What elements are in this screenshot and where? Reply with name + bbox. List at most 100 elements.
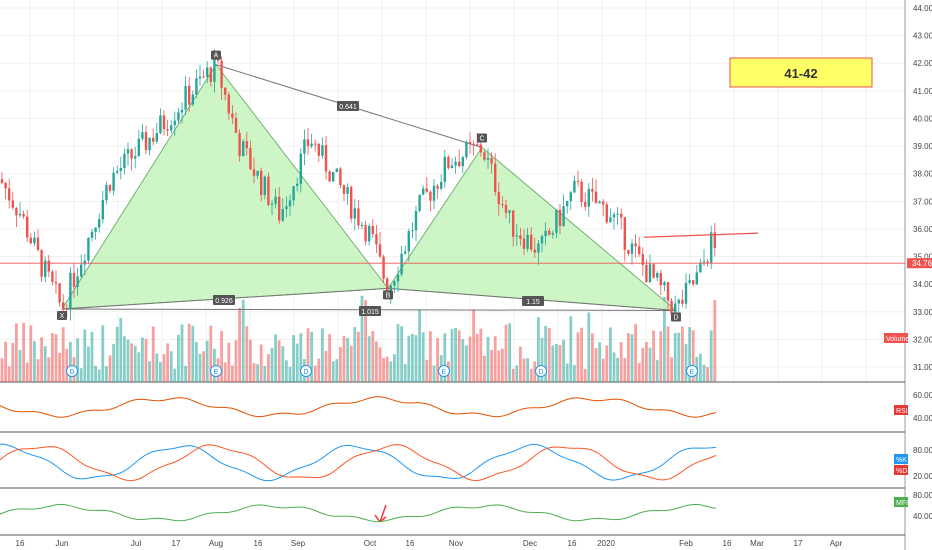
candle-body (407, 231, 410, 252)
last-price-badge (907, 258, 932, 269)
candle-body (134, 156, 137, 159)
point-label-bg (211, 50, 221, 60)
candle-body (432, 185, 436, 201)
volume-bar (277, 340, 281, 382)
candle-body (177, 112, 180, 121)
indicator-badge-label: RSI (896, 408, 908, 415)
ratio-label-bg (213, 295, 235, 305)
volume-bar (501, 348, 504, 382)
candle-body (677, 299, 680, 304)
target-box-label: 41-42 (784, 66, 817, 81)
volume-bar (353, 327, 357, 382)
y-tick-label: 39.00 (913, 142, 932, 151)
x-tick-label: 16 (406, 539, 415, 548)
panel-tick-label: 40.00 (913, 414, 932, 423)
volume-bar (454, 328, 457, 382)
candle-body (594, 191, 598, 204)
volume-bar (162, 354, 166, 382)
y-tick-label: 33.00 (913, 308, 932, 317)
candle-body (555, 209, 558, 233)
x-tick-label: Mar (750, 539, 764, 548)
candle-body (652, 264, 655, 278)
candle-body (152, 137, 155, 142)
x-tick-label: 16 (723, 539, 732, 548)
volume-bar (321, 328, 324, 382)
volume-bar (436, 337, 439, 382)
candle-body (378, 244, 382, 257)
event-marker-label: D (69, 369, 74, 376)
volume-bar (508, 323, 511, 382)
volume-bar (198, 353, 202, 382)
ratio-label: 0.641 (339, 104, 357, 111)
volume-bar (558, 345, 562, 382)
volume-bar (339, 347, 342, 382)
point-label-bg (57, 311, 67, 321)
x-tick-label: 17 (172, 539, 181, 548)
event-marker-label: D (538, 369, 543, 376)
candle-body (26, 216, 29, 238)
volume-bar (292, 335, 295, 382)
volume-bar (425, 359, 429, 382)
candle-body (8, 188, 11, 201)
volume-bar (47, 357, 51, 382)
volume-bar (511, 368, 515, 382)
candle-body (62, 302, 65, 309)
candle-body (490, 157, 493, 164)
indicator-line (0, 503, 717, 523)
x-tick-label: Apr (830, 539, 843, 548)
indicator-badge (894, 465, 908, 475)
volume-bar (97, 369, 101, 382)
volume-bar (709, 330, 713, 382)
candle-body (119, 168, 122, 172)
candle-body (371, 226, 374, 235)
volume-bar (403, 364, 407, 382)
candle-body (195, 78, 198, 95)
candle-body (198, 76, 202, 79)
event-marker-label: D (303, 369, 308, 376)
candle-body (461, 157, 464, 167)
panel-tick-label: 40.00 (913, 512, 932, 521)
point-label: A (214, 53, 219, 60)
indicator-badge-label: %K (896, 457, 907, 464)
volume-bar (641, 347, 645, 382)
candle-body (76, 276, 79, 287)
volume-bar (58, 352, 61, 382)
candle-body (699, 262, 702, 273)
volume-bar (497, 350, 501, 382)
volume-bar (367, 336, 371, 382)
candle-body (22, 213, 25, 217)
volume-bar (108, 355, 112, 382)
x-tick-label: 16 (16, 539, 25, 548)
volume-bar (605, 345, 609, 382)
volume-bar (324, 350, 328, 382)
x-tick-label: Jun (56, 539, 69, 548)
volume-bar (155, 353, 159, 382)
volume-bar (357, 331, 360, 382)
candle-body (364, 225, 367, 242)
volume-bar (256, 364, 259, 382)
volume-bar (400, 326, 403, 382)
volume-bar (159, 362, 162, 382)
volume-bar (681, 326, 684, 382)
candle-body (573, 180, 576, 193)
volume-bar (180, 324, 184, 382)
volume-bar (573, 365, 576, 382)
volume-bar (274, 334, 277, 382)
candle-body (670, 300, 673, 315)
candle-body (188, 86, 191, 105)
volume-bar (130, 343, 133, 382)
candle-body (213, 54, 216, 82)
candle-body (476, 144, 479, 146)
volume-bar (634, 324, 637, 382)
volume-bar (245, 326, 249, 382)
candle-body (702, 261, 706, 263)
candle-body (706, 261, 709, 263)
volume-bar (677, 332, 681, 382)
volume-bar (472, 309, 475, 382)
volume-bar (141, 337, 144, 382)
ratio-label-bg (337, 101, 359, 111)
volume-bar (137, 352, 141, 382)
candle-body (224, 87, 227, 95)
candle-body (206, 67, 209, 77)
